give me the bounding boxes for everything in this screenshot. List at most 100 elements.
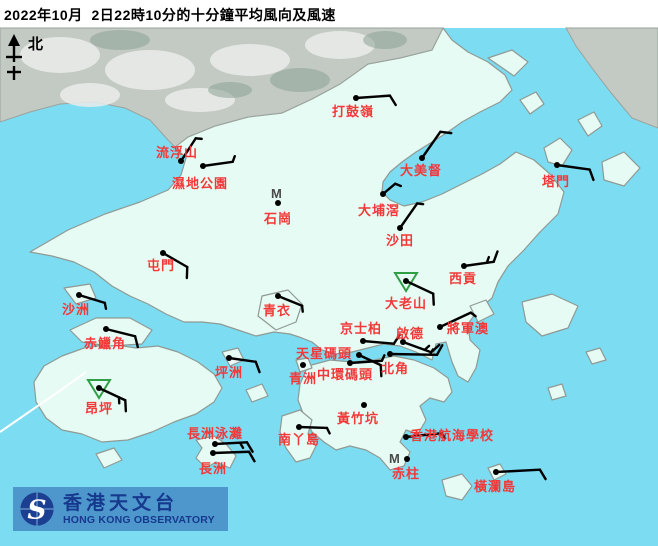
wind-barb	[227, 356, 261, 374]
station-dot	[200, 163, 206, 169]
station-dot	[296, 424, 302, 430]
station-label: 石崗	[263, 211, 292, 226]
station-dot	[493, 469, 499, 475]
po-toi-island	[441, 473, 473, 501]
station-label: 打鼓嶺	[332, 104, 374, 119]
station-cheung-chau-beach: 長洲泳灘	[187, 426, 254, 453]
station-label: 青洲	[289, 371, 317, 386]
station-tseung-kwan-o: 將軍澳	[437, 311, 489, 336]
station-dot	[404, 456, 410, 462]
station-dot	[76, 292, 82, 298]
station-dot	[275, 293, 281, 299]
station-label: 沙田	[386, 233, 414, 248]
station-label: 南丫島	[278, 432, 320, 447]
station-lau-fau-shan: 流浮山	[156, 137, 203, 164]
station-label: 西貢	[449, 271, 477, 286]
wind-barb	[361, 333, 402, 345]
wind-barb	[104, 327, 139, 349]
station-label: 流浮山	[156, 145, 198, 160]
station-dot	[160, 250, 166, 256]
station-dot	[212, 441, 218, 447]
station-shek-kong: M 石崗	[263, 186, 292, 226]
station-wetland-park: 濕地公園	[172, 154, 236, 191]
station-sha-chau: 沙洲	[62, 292, 108, 317]
hko-logo-texts: 香港天文台 HONG KONG OBSERVATORY	[63, 493, 215, 526]
wind-barb	[179, 137, 203, 163]
station-star-ferry: 天星碼頭	[296, 346, 383, 378]
page-title: 2022年10月 2日22時10分的十分鐘平均風向及風速	[4, 7, 336, 23]
station-dot	[356, 352, 362, 358]
high-island	[521, 293, 579, 337]
hko-logo-icon: S	[20, 492, 54, 526]
airport-island	[69, 317, 153, 347]
wind-barb	[77, 293, 108, 310]
wind-barb	[348, 354, 386, 365]
station-tap-mun: 塔門	[542, 162, 595, 189]
station-dot	[275, 200, 281, 206]
station-dot	[353, 95, 359, 101]
wind-barb	[354, 94, 397, 107]
station-kai-tak: 啟德	[396, 326, 441, 354]
wind-barb	[213, 441, 254, 453]
north-arrow	[6, 34, 22, 80]
station-dot	[300, 362, 306, 368]
crooked-island	[487, 49, 529, 77]
station-dot	[403, 434, 409, 440]
northeast-landmass	[565, 27, 658, 129]
station-wong-chuk-hang: 黃竹坑	[336, 402, 378, 426]
station-label: 坪洲	[215, 365, 243, 380]
station-dot	[178, 158, 184, 164]
wind-barb	[404, 432, 447, 440]
station-tsing-yi: 青衣	[263, 293, 304, 318]
station-tuen-mun: 屯門	[147, 250, 189, 280]
hong-kong-island	[297, 355, 453, 471]
station-sha-tin: 沙田	[386, 202, 425, 248]
kwo-chau-island	[547, 383, 567, 401]
wind-barb	[161, 251, 189, 280]
north-label: 北	[28, 36, 43, 53]
station-label: 長洲泳灘	[187, 426, 243, 441]
hko-name-chinese: 香港天文台	[63, 492, 179, 514]
station-label: 赤柱	[392, 466, 420, 481]
station-dot	[554, 162, 560, 168]
wind-barb	[97, 386, 128, 413]
station-label: 大老山	[385, 296, 427, 311]
station-stanley: M赤柱	[389, 451, 420, 481]
wind-barb	[494, 468, 547, 481]
station-label: 香港航海學校	[409, 428, 494, 443]
station-label: 昂坪	[85, 401, 113, 416]
station-dot	[403, 278, 409, 284]
wind-barb	[297, 425, 331, 435]
station-label: 長洲	[199, 461, 227, 476]
lantau-island	[33, 343, 223, 443]
station-label: 大美督	[400, 163, 442, 178]
station-tai-mei-tuk: 大美督	[400, 130, 453, 178]
hko-name-english: HONG KONG OBSERVATORY	[63, 513, 215, 526]
lamma-island-shape	[279, 409, 317, 463]
title-bar: 2022年10月 2日22時10分的十分鐘平均風向及風速	[0, 0, 658, 28]
station-label: 啟德	[396, 326, 424, 341]
maintenance-marker: M	[389, 451, 400, 466]
station-label: 濕地公園	[172, 176, 228, 191]
station-waglan-island: 橫瀾島	[474, 468, 547, 494]
station-label: 沙洲	[62, 302, 90, 317]
station-label: 赤鱲角	[84, 336, 126, 351]
station-ta-kwu-ling: 打鼓嶺	[332, 94, 397, 119]
station-chek-lap-kok: 赤鱲角	[84, 326, 139, 351]
hko-logo-monogram: S	[27, 495, 46, 526]
wind-barb	[462, 250, 499, 268]
station-dot	[210, 450, 216, 456]
station-label: 將軍澳	[447, 321, 489, 336]
station-sea-school: 香港航海學校	[403, 428, 494, 443]
boundary-line	[0, 371, 87, 433]
station-label: 京士柏	[340, 321, 382, 336]
wind-barb	[438, 311, 477, 329]
port-island	[519, 91, 545, 115]
grass-island	[577, 111, 603, 137]
wind-barb	[388, 343, 444, 357]
station-dot	[103, 326, 109, 332]
station-dot	[397, 225, 403, 231]
